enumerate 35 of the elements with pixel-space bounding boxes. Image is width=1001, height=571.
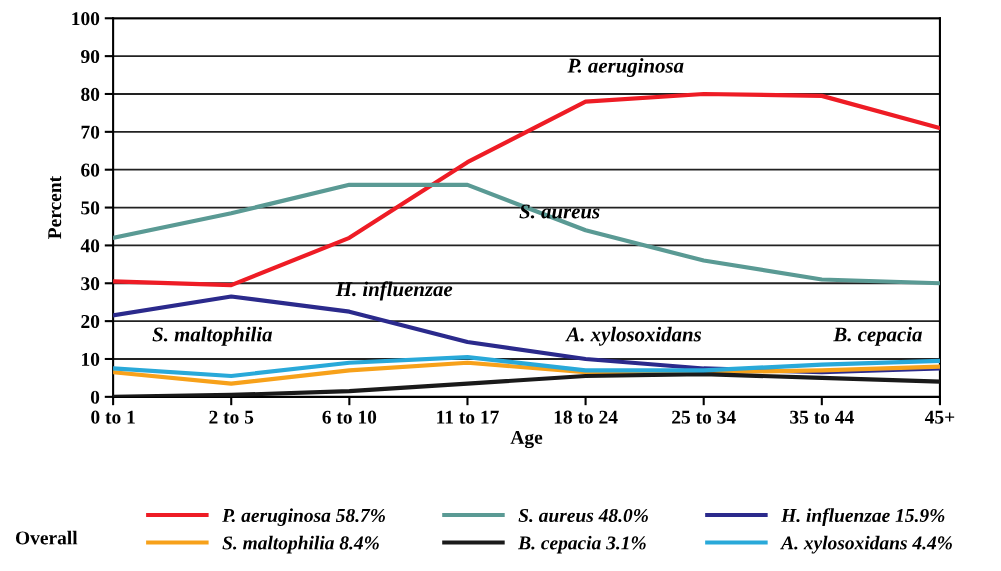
- legend-title: Overall: [15, 530, 78, 545]
- x-tick-label: 2 to 5: [209, 410, 254, 424]
- y-tick-label: 0: [90, 390, 100, 404]
- x-tick-label: 25 to 34: [672, 410, 736, 424]
- annotation: H. influenzae: [335, 281, 453, 301]
- legend-label: P. aeruginosa 58.7%: [222, 508, 385, 526]
- y-tick-label: 20: [81, 314, 100, 329]
- y-tick-label: 10: [82, 352, 100, 366]
- y-tick-label: 80: [81, 87, 100, 101]
- y-tick-label: 60: [81, 163, 100, 177]
- line-series: [113, 360, 940, 386]
- legend-label: H. influenzae 15.9%: [780, 508, 945, 526]
- x-tick-label: 45+: [924, 410, 955, 424]
- legend-label: S. aureus 48.0%: [518, 508, 648, 523]
- annotation: A. xylosoxidans: [565, 326, 702, 346]
- legend-label: S. maltophilia 8.4%: [222, 535, 379, 554]
- y-tick-label: 70: [81, 125, 100, 139]
- y-tick-label: 40: [80, 239, 100, 253]
- x-tick-label: 0 to 1: [91, 410, 135, 424]
- x-tick-label: 11 to 17: [437, 410, 499, 424]
- x-tick-label: 18 to 24: [554, 410, 618, 424]
- legend-label: A. xylosoxidans 4.4%: [780, 535, 952, 554]
- y-axis-title: Percent: [48, 175, 62, 239]
- x-axis-title: Age: [510, 430, 543, 449]
- annotation: S. maltophilia: [152, 326, 273, 346]
- y-tick-label: 100: [72, 12, 100, 26]
- annotation: B. cepacia: [833, 326, 922, 346]
- y-tick-label: 30: [81, 277, 100, 291]
- y-tick-label: 50: [81, 201, 100, 215]
- annotation: P. aeruginosa: [567, 58, 684, 77]
- legend-label: B. cepacia 3.1%: [517, 535, 646, 554]
- x-tick-label: 6 to 10: [322, 410, 377, 424]
- x-tick-label: 35 to 44: [790, 410, 854, 424]
- line-series: [113, 355, 940, 379]
- y-tick-label: 90: [81, 49, 100, 64]
